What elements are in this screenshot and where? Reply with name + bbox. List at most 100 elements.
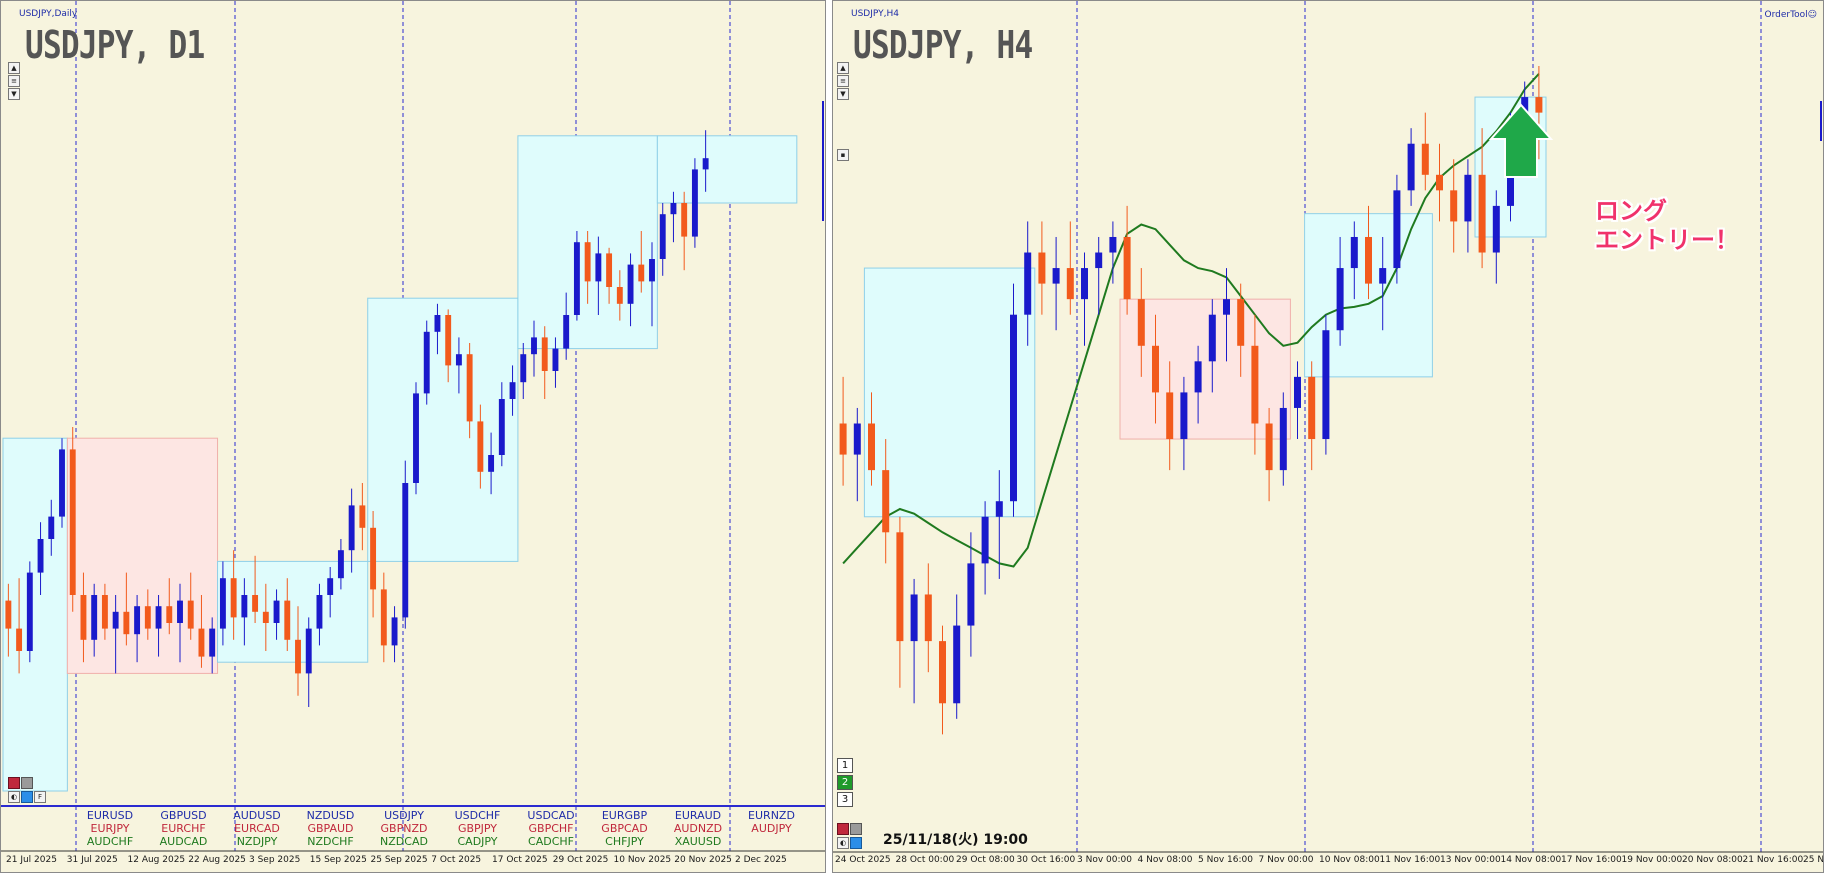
h4-chart-canvas[interactable] bbox=[833, 1, 1824, 873]
symbol-link-gbpchf[interactable]: GBPCHF bbox=[528, 822, 574, 835]
annotation-line-1: ロング bbox=[1595, 197, 1667, 225]
number-button-1[interactable]: 1 bbox=[837, 758, 853, 773]
x-tick-label: 11 Nov 16:00 bbox=[1379, 855, 1441, 865]
candle-body bbox=[1322, 330, 1330, 440]
symbol-link-audusd[interactable]: AUDUSD bbox=[233, 809, 281, 822]
candle-body bbox=[573, 242, 580, 315]
palette-icon[interactable]: ◐ bbox=[8, 791, 20, 803]
candle-body bbox=[681, 203, 688, 237]
x-tick-label: 21 Jul 2025 bbox=[6, 855, 57, 865]
symbol-link-nzdcad[interactable]: NZDCAD bbox=[380, 835, 428, 848]
candle-body bbox=[552, 348, 559, 371]
zoom-button[interactable]: ≡ bbox=[837, 75, 849, 87]
symbol-link-audchf[interactable]: AUDCHF bbox=[86, 835, 134, 848]
candle-body bbox=[252, 595, 259, 612]
scroll-down-button[interactable]: ▼ bbox=[8, 88, 20, 100]
zoom-button[interactable]: ≡ bbox=[8, 75, 20, 87]
candle-body bbox=[882, 470, 890, 533]
candle-body bbox=[187, 600, 194, 629]
minimize-panel-button[interactable] bbox=[21, 777, 33, 789]
symbol-link-gbpaud[interactable]: GBPAUD bbox=[307, 822, 354, 835]
candle-body bbox=[995, 501, 1003, 517]
settings-button[interactable] bbox=[850, 837, 862, 849]
scroll-up-button[interactable]: ▲ bbox=[8, 62, 20, 74]
symbol-link-eurgbp[interactable]: EURGBP bbox=[601, 809, 648, 822]
symbol-link-eurjpy[interactable]: EURJPY bbox=[90, 822, 130, 835]
symbol-link-eurnzd[interactable]: EURNZD bbox=[748, 809, 795, 822]
close-trade-button[interactable] bbox=[8, 777, 20, 789]
symbol-column: NZDUSD GBPAUD NZDCHF bbox=[294, 809, 368, 848]
range-box bbox=[863, 267, 1036, 518]
candle-body bbox=[455, 354, 462, 366]
symbol-link-audcad[interactable]: AUDCAD bbox=[159, 835, 208, 848]
candle-body bbox=[910, 594, 918, 642]
symbol-link-gbpnzd[interactable]: GBPNZD bbox=[380, 822, 428, 835]
symbol-link-nzdusd[interactable]: NZDUSD bbox=[306, 809, 355, 822]
symbol-link-chfjpy[interactable]: CHFJPY bbox=[605, 835, 644, 848]
symbol-link-eurchf[interactable]: EURCHF bbox=[161, 822, 206, 835]
symbol-link-audjpy[interactable]: AUDJPY bbox=[751, 822, 792, 835]
candle-body bbox=[1450, 190, 1458, 222]
expand-button[interactable]: ▪ bbox=[837, 149, 849, 161]
number-button-2[interactable]: 2 bbox=[837, 775, 853, 790]
candle-body bbox=[868, 423, 875, 471]
range-box bbox=[367, 297, 519, 562]
candle-body bbox=[1478, 174, 1486, 253]
candle-body bbox=[1251, 345, 1259, 424]
x-tick-label: 7 Oct 2025 bbox=[431, 855, 482, 865]
symbol-link-eurusd[interactable]: EURUSD bbox=[86, 809, 134, 822]
candle-body bbox=[1464, 174, 1472, 222]
candle-body bbox=[241, 595, 248, 618]
x-tick-label: 7 Nov 00:00 bbox=[1258, 855, 1314, 865]
chart-window-daily[interactable]: USDJPY,Daily USDJPY, D1 ▲ ≡ ▼ ◐ F EURUSD… bbox=[0, 0, 826, 873]
range-box bbox=[1119, 298, 1291, 440]
symbol-link-nzdchf[interactable]: NZDCHF bbox=[307, 835, 354, 848]
x-tick-label: 12 Aug 2025 bbox=[127, 855, 186, 865]
symbol-link-usdcad[interactable]: USDCAD bbox=[527, 809, 575, 822]
symbol-link-xauusd[interactable]: XAUUSD bbox=[674, 835, 722, 848]
candle-body bbox=[584, 242, 591, 282]
candle-body bbox=[305, 628, 312, 674]
symbol-link-euraud[interactable]: EURAUD bbox=[674, 809, 722, 822]
symbol-link-cadjpy[interactable]: CADJPY bbox=[457, 835, 498, 848]
x-tick-label: 4 Nov 08:00 bbox=[1137, 855, 1193, 865]
chart-title: USDJPY, H4 bbox=[853, 23, 1033, 67]
symbol-link-gbpjpy[interactable]: GBPJPY bbox=[457, 822, 498, 835]
order-tool-label[interactable]: OrderTool☺ bbox=[1764, 10, 1817, 20]
daily-chart-canvas[interactable] bbox=[1, 1, 826, 873]
f-button[interactable]: F bbox=[34, 791, 46, 803]
number-button-3[interactable]: 3 bbox=[837, 792, 853, 807]
candle-body bbox=[839, 423, 847, 455]
candle-body bbox=[112, 611, 119, 629]
long-entry-annotation: ロング エントリー！ bbox=[1595, 197, 1739, 255]
symbol-link-gbpcad[interactable]: GBPCAD bbox=[601, 822, 648, 835]
candle-body bbox=[380, 589, 387, 646]
x-tick-label: 28 Oct 00:00 bbox=[895, 855, 955, 865]
x-tick-label: 30 Oct 16:00 bbox=[1016, 855, 1076, 865]
candle-body bbox=[445, 315, 452, 366]
symbol-column: EURNZD AUDJPY bbox=[735, 809, 809, 835]
candle-body bbox=[1152, 345, 1159, 393]
minimize-panel-button[interactable] bbox=[850, 823, 862, 835]
candle-body bbox=[1279, 407, 1287, 471]
symbol-link-audnzd[interactable]: AUDNZD bbox=[673, 822, 723, 835]
scroll-down-button[interactable]: ▼ bbox=[837, 88, 849, 100]
candle-body bbox=[1223, 299, 1230, 315]
symbol-link-gbpusd[interactable]: GBPUSD bbox=[160, 809, 207, 822]
symbol-link-cadchf[interactable]: CADCHF bbox=[528, 835, 574, 848]
chart-window-h4[interactable]: USDJPY,H4 USDJPY, H4 OrderTool☺ ▲ ≡ ▼ ▪ … bbox=[832, 0, 1824, 873]
symbol-column: EURGBP GBPCAD CHFJPY bbox=[588, 809, 662, 848]
symbol-link-usdjpy[interactable]: USDJPY bbox=[384, 809, 424, 822]
close-trade-button[interactable] bbox=[837, 823, 849, 835]
symbol-link-usdchf[interactable]: USDCHF bbox=[454, 809, 501, 822]
settings-button[interactable] bbox=[21, 791, 33, 803]
symbol-link-nzdjpy[interactable]: NZDJPY bbox=[236, 835, 278, 848]
scroll-up-button[interactable]: ▲ bbox=[837, 62, 849, 74]
candle-body bbox=[1081, 268, 1088, 300]
candle-body bbox=[155, 606, 162, 629]
symbol-link-eurcad[interactable]: EURCAD bbox=[234, 822, 280, 835]
candle-body bbox=[1492, 205, 1500, 253]
palette-icon[interactable]: ◐ bbox=[837, 837, 849, 849]
candle-body bbox=[413, 393, 419, 483]
candle-body bbox=[177, 600, 183, 623]
